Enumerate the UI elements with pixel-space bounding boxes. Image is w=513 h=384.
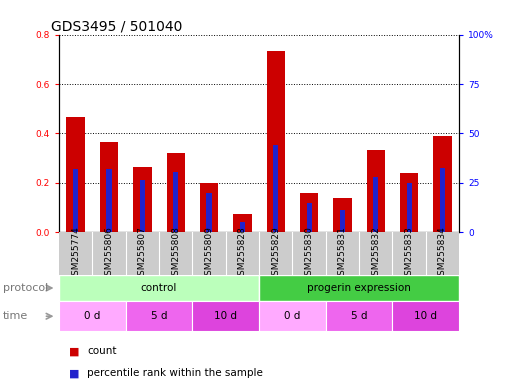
Bar — [440, 168, 445, 232]
Text: GSM255833: GSM255833 — [405, 226, 413, 281]
Bar — [326, 301, 392, 331]
Bar — [73, 169, 78, 232]
Bar — [167, 153, 185, 232]
Text: GSM255829: GSM255829 — [271, 226, 280, 281]
Bar — [240, 222, 245, 232]
Text: GSM255806: GSM255806 — [105, 226, 113, 281]
Bar — [206, 193, 212, 232]
Text: 5 d: 5 d — [351, 311, 367, 321]
Bar — [259, 275, 459, 301]
Bar — [140, 180, 145, 232]
Bar — [259, 301, 326, 331]
Text: 0 d: 0 d — [284, 311, 301, 321]
Text: percentile rank within the sample: percentile rank within the sample — [87, 368, 263, 378]
Bar — [267, 51, 285, 232]
Text: GSM255807: GSM255807 — [138, 226, 147, 281]
Bar — [433, 136, 451, 232]
Bar — [67, 118, 85, 232]
Text: count: count — [87, 346, 117, 356]
Text: GSM255830: GSM255830 — [305, 226, 313, 281]
Text: 5 d: 5 d — [151, 311, 167, 321]
Text: GDS3495 / 501040: GDS3495 / 501040 — [51, 20, 182, 33]
Bar — [59, 232, 459, 275]
Bar — [233, 214, 251, 232]
Bar — [192, 301, 259, 331]
Text: ■: ■ — [69, 346, 80, 356]
Text: 10 d: 10 d — [415, 311, 437, 321]
Text: GSM255808: GSM255808 — [171, 226, 180, 281]
Bar — [133, 167, 151, 232]
Text: GSM255831: GSM255831 — [338, 226, 347, 281]
Text: time: time — [3, 311, 28, 321]
Bar — [59, 275, 259, 301]
Bar — [59, 301, 126, 331]
Text: GSM255809: GSM255809 — [205, 226, 213, 281]
Bar — [373, 177, 379, 232]
Bar — [300, 193, 318, 232]
Bar — [173, 172, 179, 232]
Text: 0 d: 0 d — [84, 311, 101, 321]
Text: control: control — [141, 283, 177, 293]
Bar — [106, 169, 112, 232]
Text: ■: ■ — [69, 368, 80, 378]
Bar — [306, 203, 312, 232]
Bar — [100, 142, 118, 232]
Bar — [273, 144, 279, 232]
Bar — [200, 183, 218, 232]
Text: GSM255834: GSM255834 — [438, 226, 447, 281]
Bar — [406, 183, 412, 232]
Text: GSM255828: GSM255828 — [238, 226, 247, 281]
Bar — [126, 301, 192, 331]
Text: protocol: protocol — [3, 283, 48, 293]
Bar — [367, 149, 385, 232]
Bar — [340, 210, 345, 232]
Text: GSM255774: GSM255774 — [71, 226, 80, 281]
Bar — [400, 173, 418, 232]
Text: progerin expression: progerin expression — [307, 283, 411, 293]
Bar — [392, 301, 459, 331]
Text: 10 d: 10 d — [214, 311, 237, 321]
Text: GSM255832: GSM255832 — [371, 226, 380, 281]
Bar — [333, 198, 351, 232]
